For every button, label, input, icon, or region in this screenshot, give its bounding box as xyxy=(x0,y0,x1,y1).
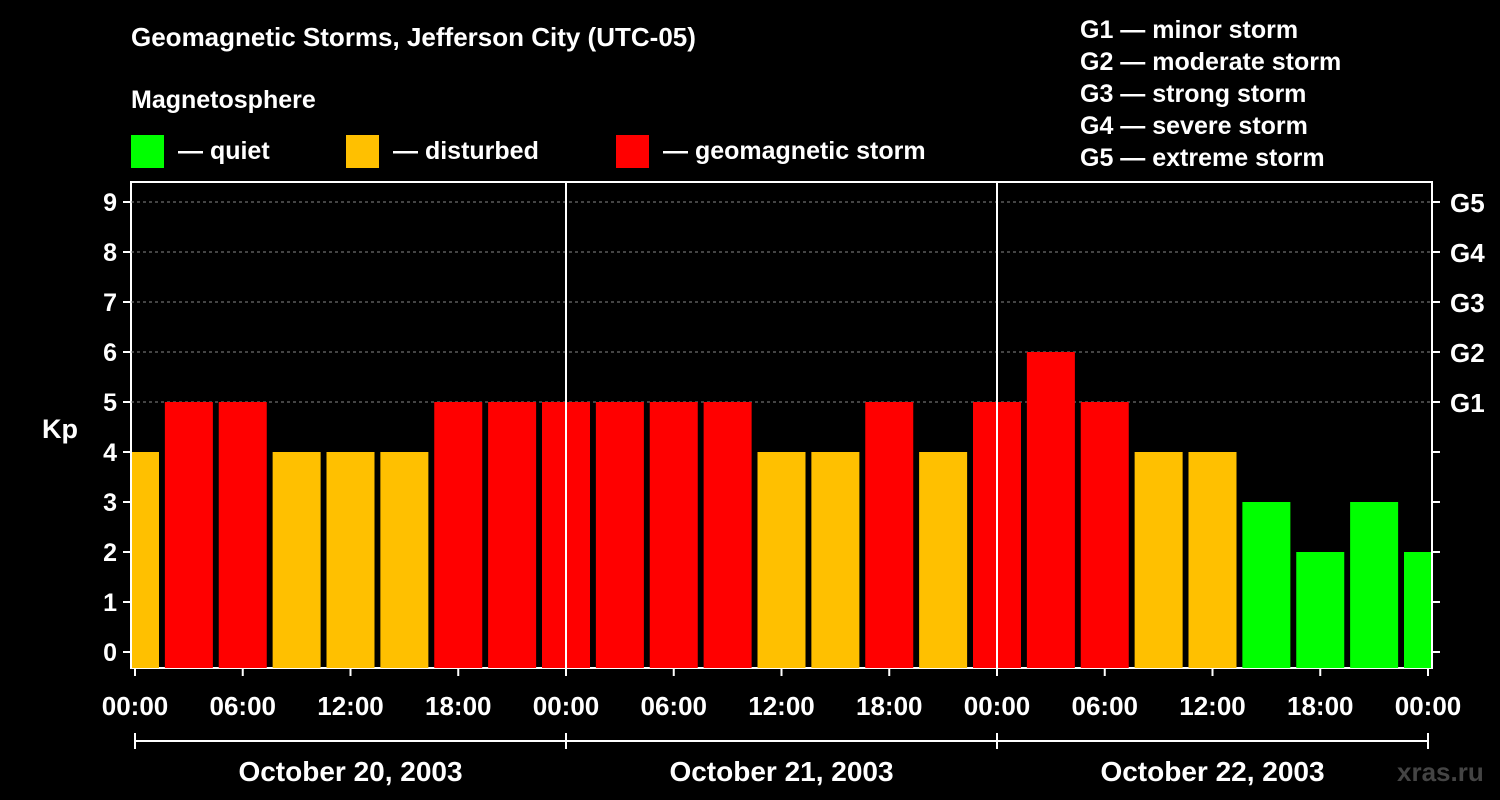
bar-21 xyxy=(1242,502,1291,668)
bar-14 xyxy=(865,402,914,668)
watermark: xras.ru xyxy=(1397,757,1484,787)
legend-swatch-storm xyxy=(616,134,649,168)
ytick-label-4: 4 xyxy=(103,439,117,467)
ytick-label-1: 1 xyxy=(103,589,117,617)
legend-disturbed: — disturbed xyxy=(346,134,539,168)
ytick-label-5: 5 xyxy=(103,389,117,417)
date-label-2: October 22, 2003 xyxy=(1100,756,1324,787)
xtick-label-3: 18:00 xyxy=(425,691,492,721)
bar-15 xyxy=(919,452,968,668)
date-label-0: October 20, 2003 xyxy=(238,756,462,787)
legend-storm: — geomagnetic storm xyxy=(616,134,926,168)
bar-19 xyxy=(1134,452,1183,668)
xtick-label-9: 06:00 xyxy=(1072,691,1139,721)
bar-6 xyxy=(434,402,483,668)
xtick-label-6: 12:00 xyxy=(748,691,815,721)
storm-scale-g1: G1 — minor storm xyxy=(1080,16,1299,44)
bar-13 xyxy=(811,452,860,668)
bar-0 xyxy=(132,452,159,668)
legend-label-disturbed: — disturbed xyxy=(393,136,539,165)
bar-12 xyxy=(757,452,806,668)
ytick-label-0: 0 xyxy=(103,639,117,667)
ytick-label-2: 2 xyxy=(103,539,117,567)
right-label-g4: G4 xyxy=(1450,238,1485,268)
storm-scale-g2: G2 — moderate storm xyxy=(1080,48,1342,76)
bar-23 xyxy=(1350,502,1399,668)
legend-swatch-quiet xyxy=(131,134,164,168)
right-label-g5: G5 xyxy=(1450,188,1485,218)
xtick-label-1: 06:00 xyxy=(210,691,277,721)
chart-title: Geomagnetic Storms, Jefferson City (UTC-… xyxy=(131,22,696,52)
xtick-label-10: 12:00 xyxy=(1179,691,1246,721)
ytick-label-9: 9 xyxy=(103,189,117,217)
storm-scale-legend: G1 — minor storm G2 — moderate storm G3 … xyxy=(1080,14,1341,174)
right-label-g2: G2 xyxy=(1450,338,1485,368)
legend-label-quiet: — quiet xyxy=(178,136,270,165)
xtick-label-8: 00:00 xyxy=(964,691,1031,721)
bar-18 xyxy=(1080,402,1129,668)
xtick-label-4: 00:00 xyxy=(533,691,600,721)
ytick-label-3: 3 xyxy=(103,489,117,517)
bar-20 xyxy=(1188,452,1237,668)
ytick-label-7: 7 xyxy=(103,289,117,317)
bar-24 xyxy=(1404,552,1431,668)
legend-quiet: — quiet xyxy=(131,134,270,168)
xtick-label-5: 06:00 xyxy=(641,691,708,721)
bar-10 xyxy=(649,402,698,668)
bar-1 xyxy=(164,402,213,668)
bar-11 xyxy=(703,402,752,668)
storm-scale-g5: G5 — extreme storm xyxy=(1080,144,1325,172)
date-label-1: October 21, 2003 xyxy=(669,756,893,787)
bar-7 xyxy=(488,402,537,668)
bar-3 xyxy=(272,452,321,668)
ytick-label-8: 8 xyxy=(103,239,117,267)
xtick-label-12: 00:00 xyxy=(1395,691,1462,721)
bar-5 xyxy=(380,452,429,668)
bar-2 xyxy=(218,402,267,668)
bar-17 xyxy=(1026,352,1075,668)
xtick-label-11: 18:00 xyxy=(1287,691,1354,721)
y-axis-label: Kp xyxy=(42,414,78,444)
xtick-label-7: 18:00 xyxy=(856,691,923,721)
chart-subtitle: Magnetosphere xyxy=(131,86,316,114)
bar-22 xyxy=(1296,552,1345,668)
bar-9 xyxy=(595,402,644,668)
legend-label-storm: — geomagnetic storm xyxy=(663,136,926,165)
storm-scale-g3: G3 — strong storm xyxy=(1080,80,1307,108)
bar-4 xyxy=(326,452,375,668)
ytick-label-6: 6 xyxy=(103,339,117,367)
xtick-label-0: 00:00 xyxy=(102,691,169,721)
right-label-g3: G3 xyxy=(1450,288,1485,318)
right-label-g1: G1 xyxy=(1450,388,1485,418)
xtick-label-2: 12:00 xyxy=(317,691,384,721)
bars-group xyxy=(132,352,1431,668)
legend-swatch-disturbed xyxy=(346,134,379,168)
storm-scale-g4: G4 — severe storm xyxy=(1080,112,1308,140)
